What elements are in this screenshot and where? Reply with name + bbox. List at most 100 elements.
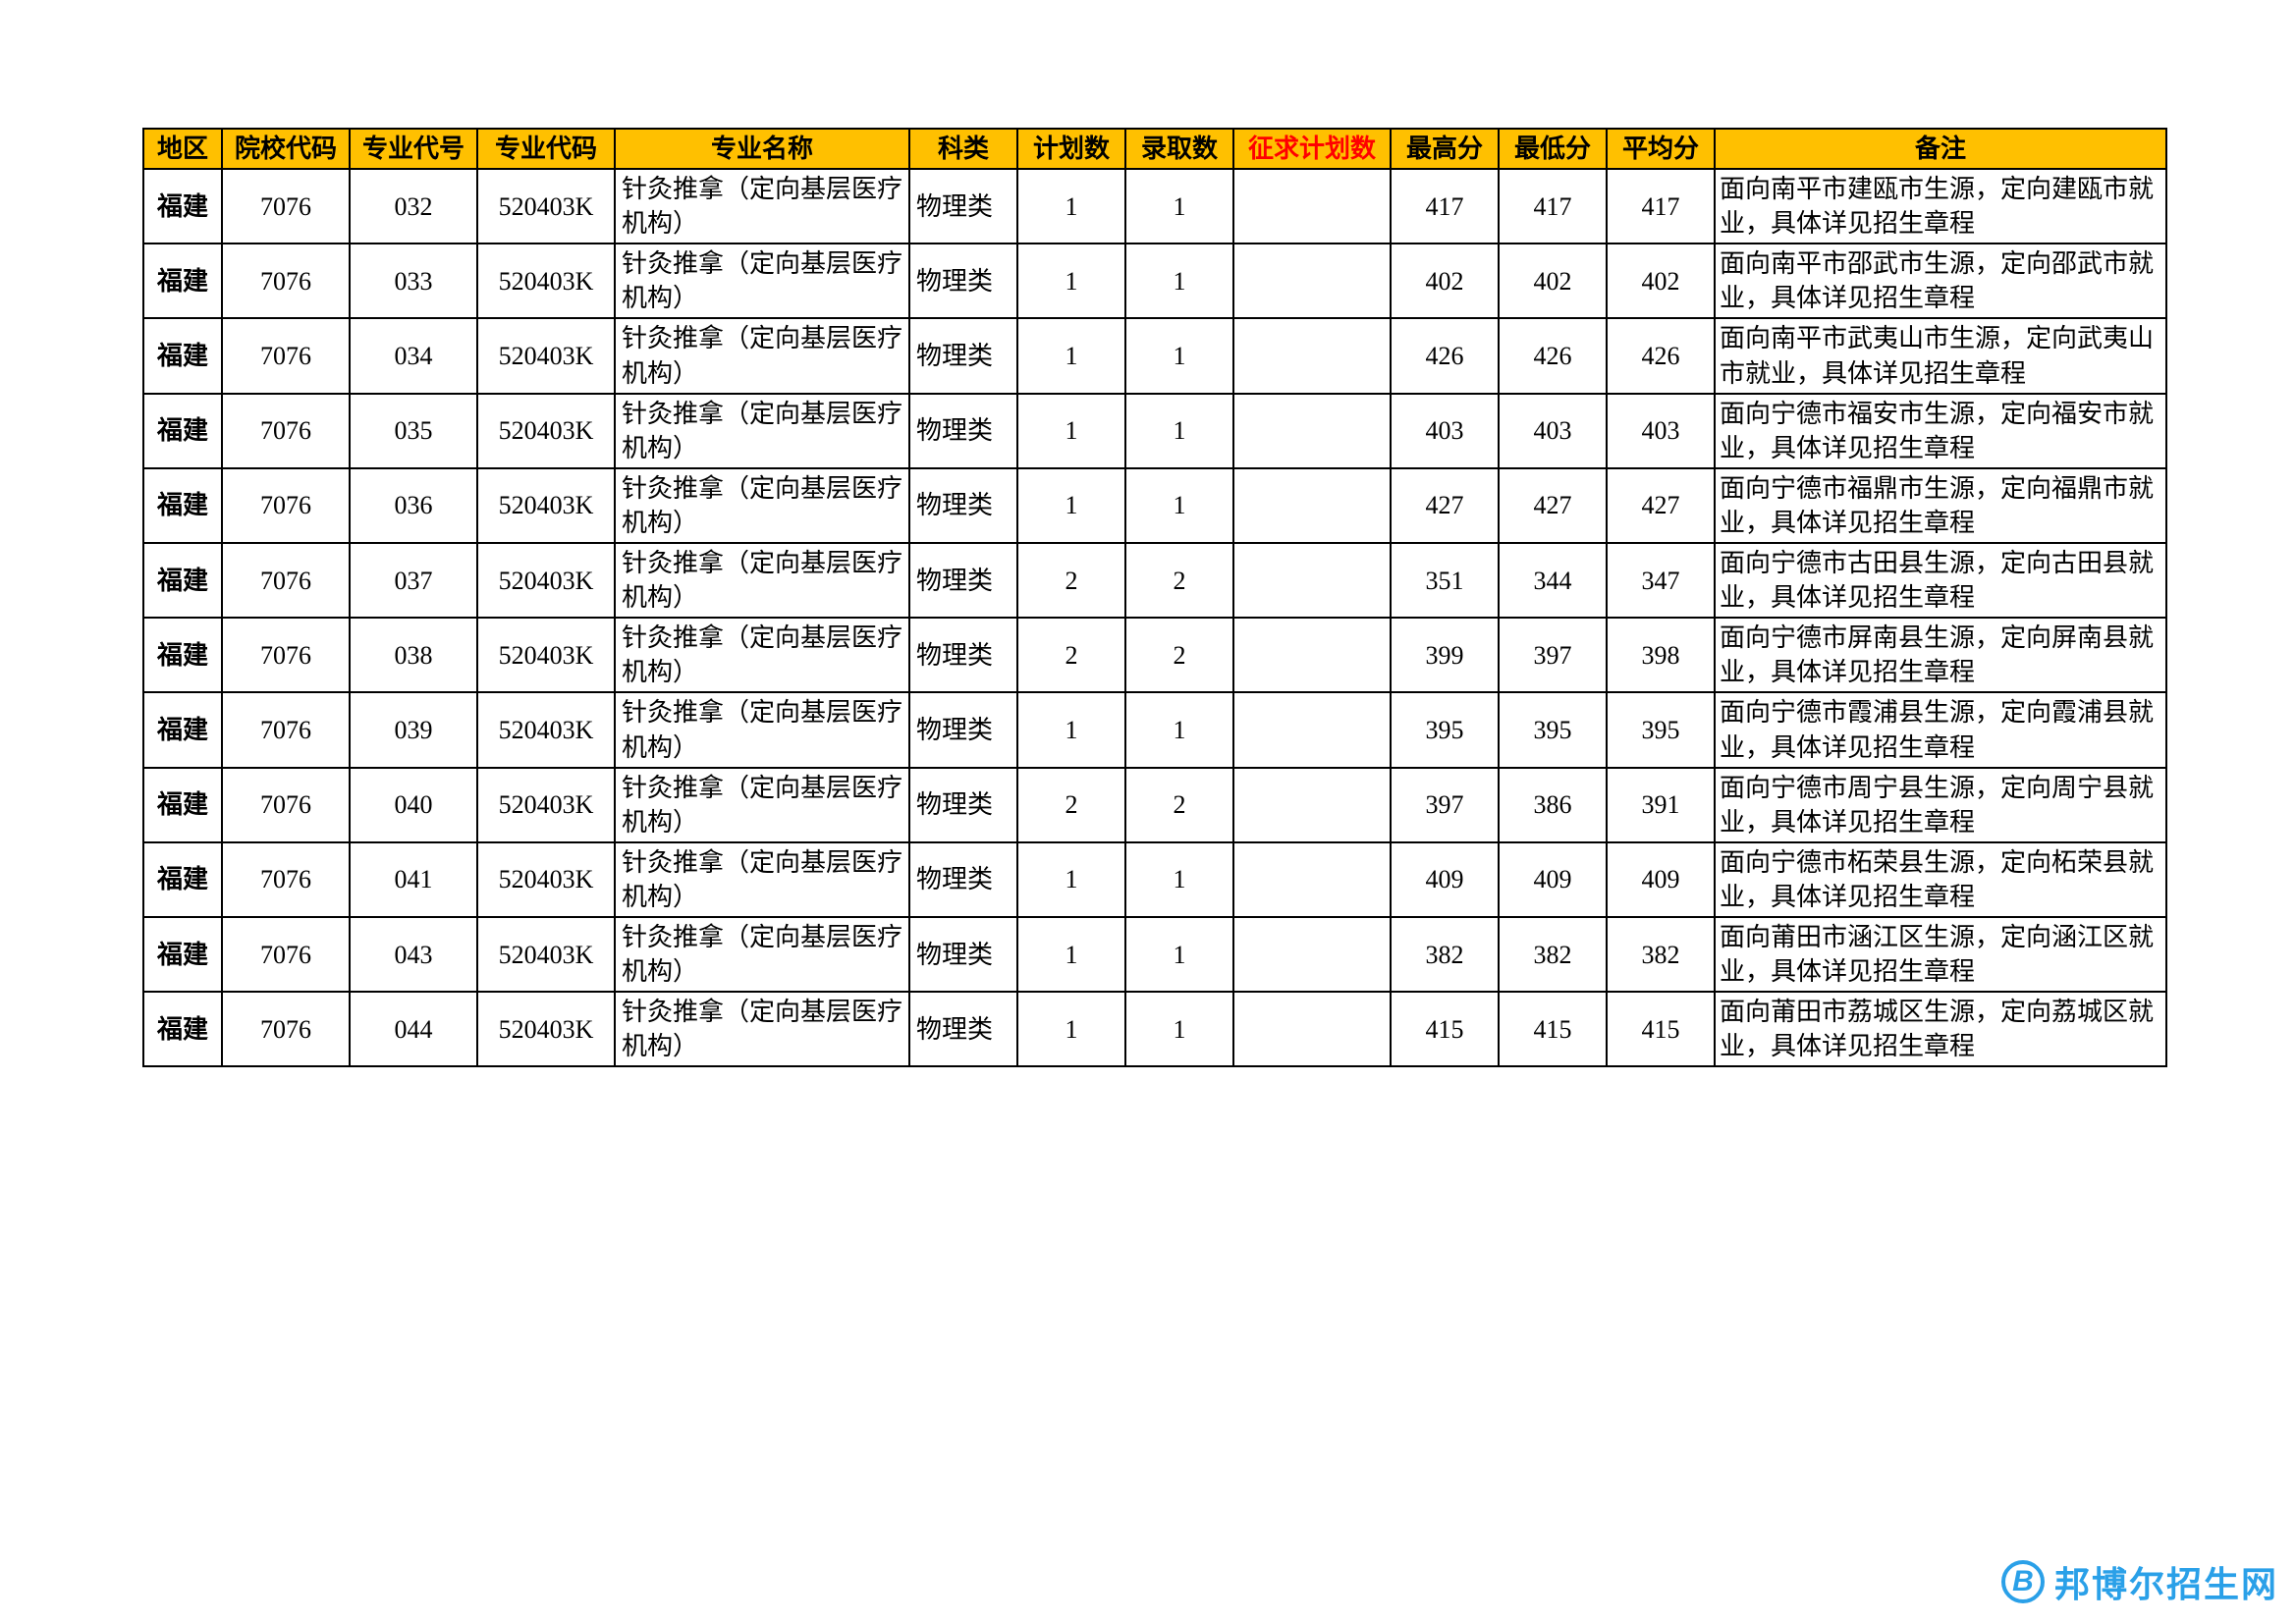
cell: 033: [350, 243, 477, 318]
cell: 344: [1499, 543, 1607, 618]
cell: 044: [350, 992, 477, 1066]
col-header-12: 备注: [1715, 129, 2166, 169]
col-header-7: 录取数: [1125, 129, 1233, 169]
table-row: 福建7076041520403K针灸推拿（定向基层医疗机构）物理类1140940…: [143, 842, 2166, 917]
cell: 1: [1017, 394, 1125, 468]
cell: 520403K: [477, 243, 615, 318]
cell: 399: [1391, 618, 1499, 692]
cell: 415: [1607, 992, 1715, 1066]
cell: 426: [1607, 318, 1715, 393]
table-row: 福建7076033520403K针灸推拿（定向基层医疗机构）物理类1140240…: [143, 243, 2166, 318]
cell: 针灸推拿（定向基层医疗机构）: [615, 917, 909, 992]
cell: 1: [1125, 692, 1233, 767]
table-row: 福建7076044520403K针灸推拿（定向基层医疗机构）物理类1141541…: [143, 992, 2166, 1066]
cell: 409: [1499, 842, 1607, 917]
table-row: 福建7076032520403K针灸推拿（定向基层医疗机构）物理类1141741…: [143, 169, 2166, 243]
cell: 面向莆田市荔城区生源，定向荔城区就业，具体详见招生章程: [1715, 992, 2166, 1066]
cell: 物理类: [909, 618, 1017, 692]
cell: 针灸推拿（定向基层医疗机构）: [615, 992, 909, 1066]
cell: 1: [1017, 842, 1125, 917]
cell: 395: [1391, 692, 1499, 767]
col-header-0: 地区: [143, 129, 222, 169]
cell: 7076: [222, 917, 350, 992]
cell: 面向宁德市周宁县生源，定向周宁县就业，具体详见招生章程: [1715, 768, 2166, 842]
col-header-10: 最低分: [1499, 129, 1607, 169]
cell: 7076: [222, 768, 350, 842]
cell: 402: [1391, 243, 1499, 318]
cell: [1233, 318, 1391, 393]
cell: 520403K: [477, 169, 615, 243]
cell: 面向宁德市福鼎市生源，定向福鼎市就业，具体详见招生章程: [1715, 468, 2166, 543]
cell: 1: [1125, 394, 1233, 468]
cell: 7076: [222, 618, 350, 692]
cell: 2: [1125, 618, 1233, 692]
col-header-9: 最高分: [1391, 129, 1499, 169]
cell: 福建: [143, 692, 222, 767]
cell: 520403K: [477, 618, 615, 692]
cell: 1: [1125, 468, 1233, 543]
cell: 415: [1499, 992, 1607, 1066]
cell: 物理类: [909, 468, 1017, 543]
cell: 7076: [222, 992, 350, 1066]
cell: 520403K: [477, 842, 615, 917]
cell: 417: [1391, 169, 1499, 243]
cell: 397: [1499, 618, 1607, 692]
admission-table: 地区院校代码专业代号专业代码专业名称科类计划数录取数征求计划数最高分最低分平均分…: [142, 128, 2167, 1067]
cell: 035: [350, 394, 477, 468]
cell: [1233, 692, 1391, 767]
cell: 针灸推拿（定向基层医疗机构）: [615, 243, 909, 318]
cell: 7076: [222, 842, 350, 917]
cell: 福建: [143, 394, 222, 468]
cell: 351: [1391, 543, 1499, 618]
cell: 7076: [222, 318, 350, 393]
table-row: 福建7076038520403K针灸推拿（定向基层医疗机构）物理类2239939…: [143, 618, 2166, 692]
cell: [1233, 842, 1391, 917]
cell: 2: [1017, 618, 1125, 692]
cell: 物理类: [909, 243, 1017, 318]
table-row: 福建7076034520403K针灸推拿（定向基层医疗机构）物理类1142642…: [143, 318, 2166, 393]
cell: 物理类: [909, 692, 1017, 767]
cell: 1: [1125, 318, 1233, 393]
cell: 040: [350, 768, 477, 842]
table-row: 福建7076039520403K针灸推拿（定向基层医疗机构）物理类1139539…: [143, 692, 2166, 767]
cell: 402: [1607, 243, 1715, 318]
cell: 针灸推拿（定向基层医疗机构）: [615, 543, 909, 618]
cell: 针灸推拿（定向基层医疗机构）: [615, 618, 909, 692]
cell: 409: [1391, 842, 1499, 917]
cell: 397: [1391, 768, 1499, 842]
cell: 032: [350, 169, 477, 243]
cell: 针灸推拿（定向基层医疗机构）: [615, 394, 909, 468]
cell: 面向宁德市柘荣县生源，定向柘荣县就业，具体详见招生章程: [1715, 842, 2166, 917]
cell: 398: [1607, 618, 1715, 692]
cell: [1233, 394, 1391, 468]
cell: 382: [1499, 917, 1607, 992]
cell: 520403K: [477, 768, 615, 842]
cell: 7076: [222, 394, 350, 468]
cell: 1: [1017, 169, 1125, 243]
col-header-6: 计划数: [1017, 129, 1125, 169]
cell: 043: [350, 917, 477, 992]
cell: 物理类: [909, 543, 1017, 618]
cell: 物理类: [909, 768, 1017, 842]
cell: 520403K: [477, 543, 615, 618]
cell: 福建: [143, 243, 222, 318]
col-header-3: 专业代码: [477, 129, 615, 169]
cell: 427: [1499, 468, 1607, 543]
cell: 面向宁德市屏南县生源，定向屏南县就业，具体详见招生章程: [1715, 618, 2166, 692]
cell: 386: [1499, 768, 1607, 842]
cell: 038: [350, 618, 477, 692]
cell: 福建: [143, 169, 222, 243]
cell: 1: [1017, 917, 1125, 992]
cell: [1233, 243, 1391, 318]
cell: 面向南平市邵武市生源，定向邵武市就业，具体详见招生章程: [1715, 243, 2166, 318]
cell: 041: [350, 842, 477, 917]
cell: 520403K: [477, 468, 615, 543]
cell: 415: [1391, 992, 1499, 1066]
cell: [1233, 917, 1391, 992]
cell: 403: [1499, 394, 1607, 468]
cell: 427: [1391, 468, 1499, 543]
cell: 7076: [222, 468, 350, 543]
cell: 1: [1017, 992, 1125, 1066]
cell: 面向南平市武夷山市生源，定向武夷山市就业，具体详见招生章程: [1715, 318, 2166, 393]
cell: 347: [1607, 543, 1715, 618]
